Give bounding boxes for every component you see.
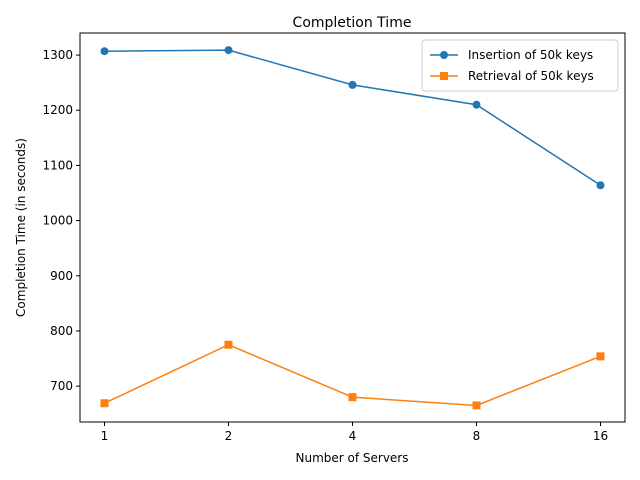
- chart-title: Completion Time: [293, 15, 412, 31]
- y-tick-label: 800: [50, 324, 73, 338]
- data-point: [100, 399, 109, 408]
- x-tick-label: 1: [101, 429, 109, 443]
- y-tick-label: 1200: [42, 103, 73, 117]
- y-axis-label: Completion Time (in seconds): [14, 138, 28, 317]
- legend-box: [421, 39, 619, 92]
- y-axis: 700 800 900 1000 1100 1200 1300: [42, 48, 80, 393]
- y-tick-label: 1000: [42, 214, 73, 228]
- series-1: [100, 46, 605, 190]
- series-2: [100, 340, 605, 410]
- y-tick-label: 900: [50, 269, 73, 283]
- data-point: [348, 393, 357, 402]
- data-point: [472, 401, 481, 410]
- y-tick-label: 1300: [42, 48, 73, 62]
- x-tick-label: 16: [593, 429, 608, 443]
- legend-marker: [440, 72, 448, 80]
- y-tick-label: 700: [50, 379, 73, 393]
- x-tick-label: 2: [225, 429, 233, 443]
- legend-label: Insertion of 50k keys: [468, 48, 593, 62]
- data-point: [596, 352, 605, 361]
- legend-label: Retrieval of 50k keys: [468, 69, 594, 83]
- legend-entry: Insertion of 50k keys: [430, 48, 593, 62]
- x-axis-label: Number of Servers: [295, 451, 408, 465]
- data-point: [472, 100, 481, 109]
- data-point: [596, 181, 605, 190]
- legend-marker: [440, 51, 448, 59]
- y-tick-label: 1100: [42, 158, 73, 172]
- data-point: [224, 340, 233, 349]
- x-tick-label: 4: [349, 429, 357, 443]
- series-layer: [100, 46, 605, 410]
- x-tick-label: 8: [473, 429, 481, 443]
- data-point: [100, 47, 109, 56]
- data-point: [224, 46, 233, 55]
- legend: Insertion of 50k keys Retrieval of 50k ke…: [421, 39, 619, 92]
- data-point: [348, 80, 357, 89]
- legend-entry: Retrieval of 50k keys: [430, 69, 594, 83]
- x-axis: 1 2 4 8 16: [101, 422, 608, 443]
